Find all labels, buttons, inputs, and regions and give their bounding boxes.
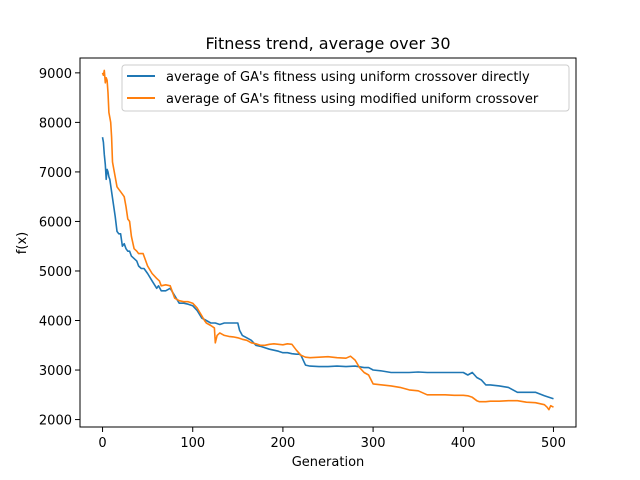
y-axis-label: f(x) xyxy=(15,232,30,254)
y-tick-label: 2000 xyxy=(39,414,72,429)
x-tick-label: 400 xyxy=(451,436,476,451)
plot-area-frame xyxy=(79,57,577,428)
x-axis-label: Generation xyxy=(292,455,365,470)
legend-box xyxy=(121,64,570,112)
legend-label-uniform-crossover: average of GA's fitness using uniform cr… xyxy=(166,70,530,85)
y-tick-label: 9000 xyxy=(39,67,72,82)
x-tick-label: 300 xyxy=(361,436,386,451)
legend: average of GA's fitness using uniform cr… xyxy=(121,64,570,112)
y-tick-label: 5000 xyxy=(39,265,72,280)
x-tick-label: 500 xyxy=(541,436,566,451)
x-tick-label: 100 xyxy=(180,436,205,451)
x-axis: 0 100 200 300 400 500 xyxy=(98,427,566,451)
series-line-modified-crossover xyxy=(101,69,554,411)
legend-label-modified-crossover: average of GA's fitness using modified u… xyxy=(166,92,539,107)
chart-title: Fitness trend, average over 30 xyxy=(205,34,450,53)
y-tick-label: 3000 xyxy=(39,364,72,379)
x-tick-label: 0 xyxy=(98,436,106,451)
series-lines xyxy=(101,69,554,411)
series-line-uniform-crossover xyxy=(101,137,554,400)
y-tick-label: 8000 xyxy=(39,116,72,131)
y-tick-label: 6000 xyxy=(39,215,72,230)
y-tick-label: 4000 xyxy=(39,315,72,330)
y-tick-label: 7000 xyxy=(39,166,72,181)
y-axis: 2000 3000 4000 5000 6000 7000 8000 9000 xyxy=(39,67,80,429)
x-tick-label: 200 xyxy=(270,436,295,451)
